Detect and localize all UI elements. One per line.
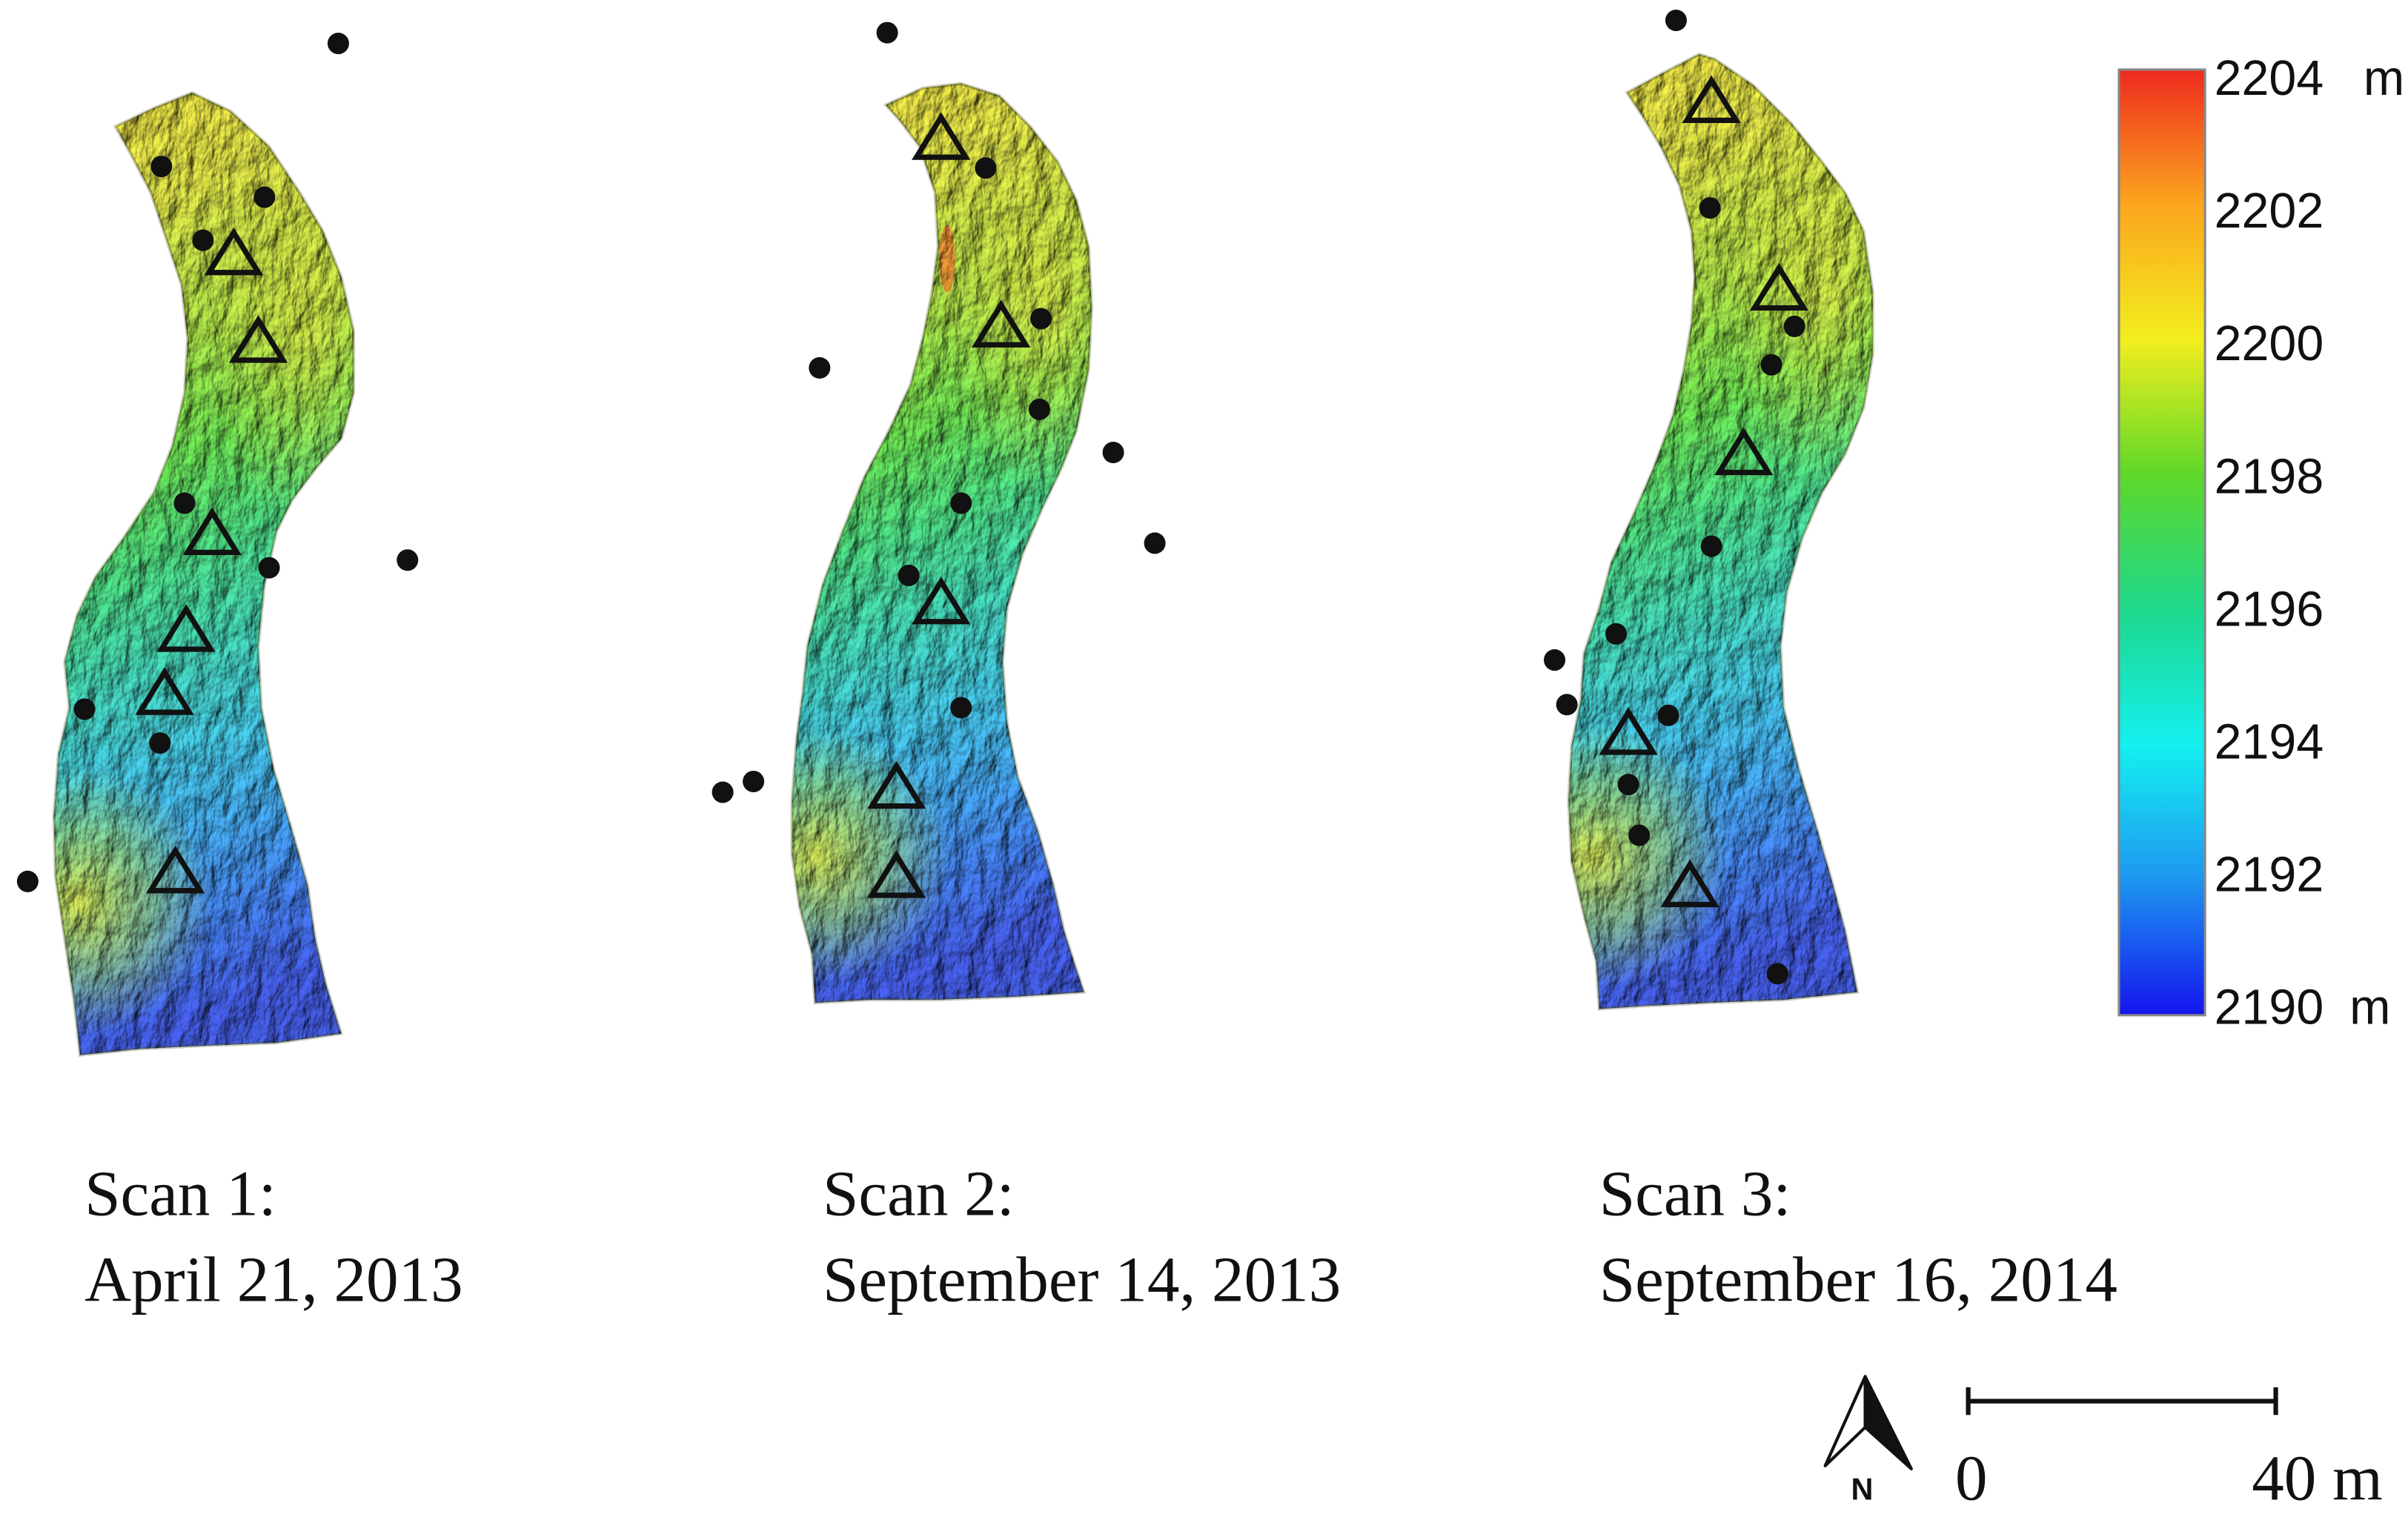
triangle-marker [1749,262,1809,311]
colorbar-tick-label: 2204 [2215,51,2324,106]
scan-2-label: Scan 2: [823,1158,1015,1230]
triangle-marker [1599,707,1658,755]
triangle-marker [156,604,216,652]
dot-marker [1028,398,1051,420]
dot-marker [898,564,920,586]
scan-3-elevation-map [1568,54,1873,1009]
triangle-marker [135,667,194,715]
dot-marker [149,732,171,754]
dot-marker [397,549,419,571]
colorbar-tick-label: 2202 [2215,184,2324,239]
dot-marker [1102,441,1124,464]
triangle-marker [1682,75,1741,123]
dot-marker [1628,824,1651,846]
dot-marker [173,492,196,514]
scale-bar: 0 40 m [1955,1387,2383,1513]
colorbar-tick-label: 2198 [2215,449,2324,504]
dot-marker [1766,963,1788,985]
scan-1-markers [16,33,419,894]
dot-marker [950,697,972,719]
dot-marker [327,33,349,55]
dot-marker [1700,535,1722,557]
dot-marker [950,492,972,514]
colorbar-ramp [2117,68,2206,1017]
dot-marker [73,698,96,720]
triangle-marker [1660,859,1719,908]
dot-marker [1030,308,1052,330]
colorbar-tick-label: 2190 [2215,980,2324,1035]
dot-marker [1657,704,1679,726]
scan-2-elevation-map [792,84,1092,1003]
triangle-marker [866,760,926,809]
triangle-marker [228,315,288,363]
scale-bar-end-label: 40 m [2252,1441,2383,1513]
dot-marker [1144,532,1166,554]
dot-marker [1699,197,1721,219]
colorbar-unit-top: m [2364,51,2404,106]
dot-marker [16,870,39,892]
triangle-marker [971,299,1031,348]
dot-marker [1783,315,1805,337]
dot-marker [1556,694,1578,716]
north-label: N [1851,1471,1873,1506]
dot-marker [876,21,898,44]
terrain-outline [1568,54,1873,1009]
dot-marker [258,557,280,579]
high-elevation-patch [939,225,955,293]
scan-3-markers [1544,9,1809,985]
triangle-marker [912,112,971,160]
colorbar-tick-label: 2196 [2215,582,2324,637]
dot-marker [743,770,765,792]
triangle-marker [1714,427,1774,476]
dot-marker [712,781,734,803]
elevation-colorbar: 2204 m 2202 2200 2198 2196 2194 2192 219… [2117,51,2404,1035]
north-arrow-right-half [1863,1375,1913,1470]
triangle-marker [912,576,971,625]
scan-2-date: September 14, 2013 [823,1244,1341,1315]
scan-3-label: Scan 3: [1599,1158,1791,1230]
dot-marker [1760,354,1782,376]
north-arrow-left-half [1823,1375,1867,1467]
triangle-marker [866,850,926,898]
dot-marker [253,186,276,208]
scan-1-date: April 21, 2013 [84,1244,463,1315]
dot-marker [1605,623,1628,645]
colorbar-tick-label: 2192 [2215,847,2324,902]
scale-bar-start-label: 0 [1955,1441,1988,1513]
north-arrow-icon: N [1823,1375,1913,1506]
dot-marker [1617,774,1639,796]
triangle-marker [145,845,205,894]
dot-marker [1544,649,1566,671]
triangle-marker [182,507,242,555]
scan-3-date: September 16, 2014 [1599,1244,2117,1315]
scan-1-label: Scan 1: [84,1158,276,1230]
colorbar-tick-label: 2200 [2215,316,2324,371]
dot-marker [150,156,173,178]
triangle-marker [204,227,264,276]
dot-marker [1665,9,1687,32]
scan-2-markers [712,21,1166,898]
dot-marker [975,157,997,179]
terrain-outline [792,84,1092,1003]
dot-marker [192,229,214,251]
dot-marker [809,356,831,379]
colorbar-unit-bottom: m [2349,980,2390,1035]
colorbar-tick-label: 2194 [2215,714,2324,769]
